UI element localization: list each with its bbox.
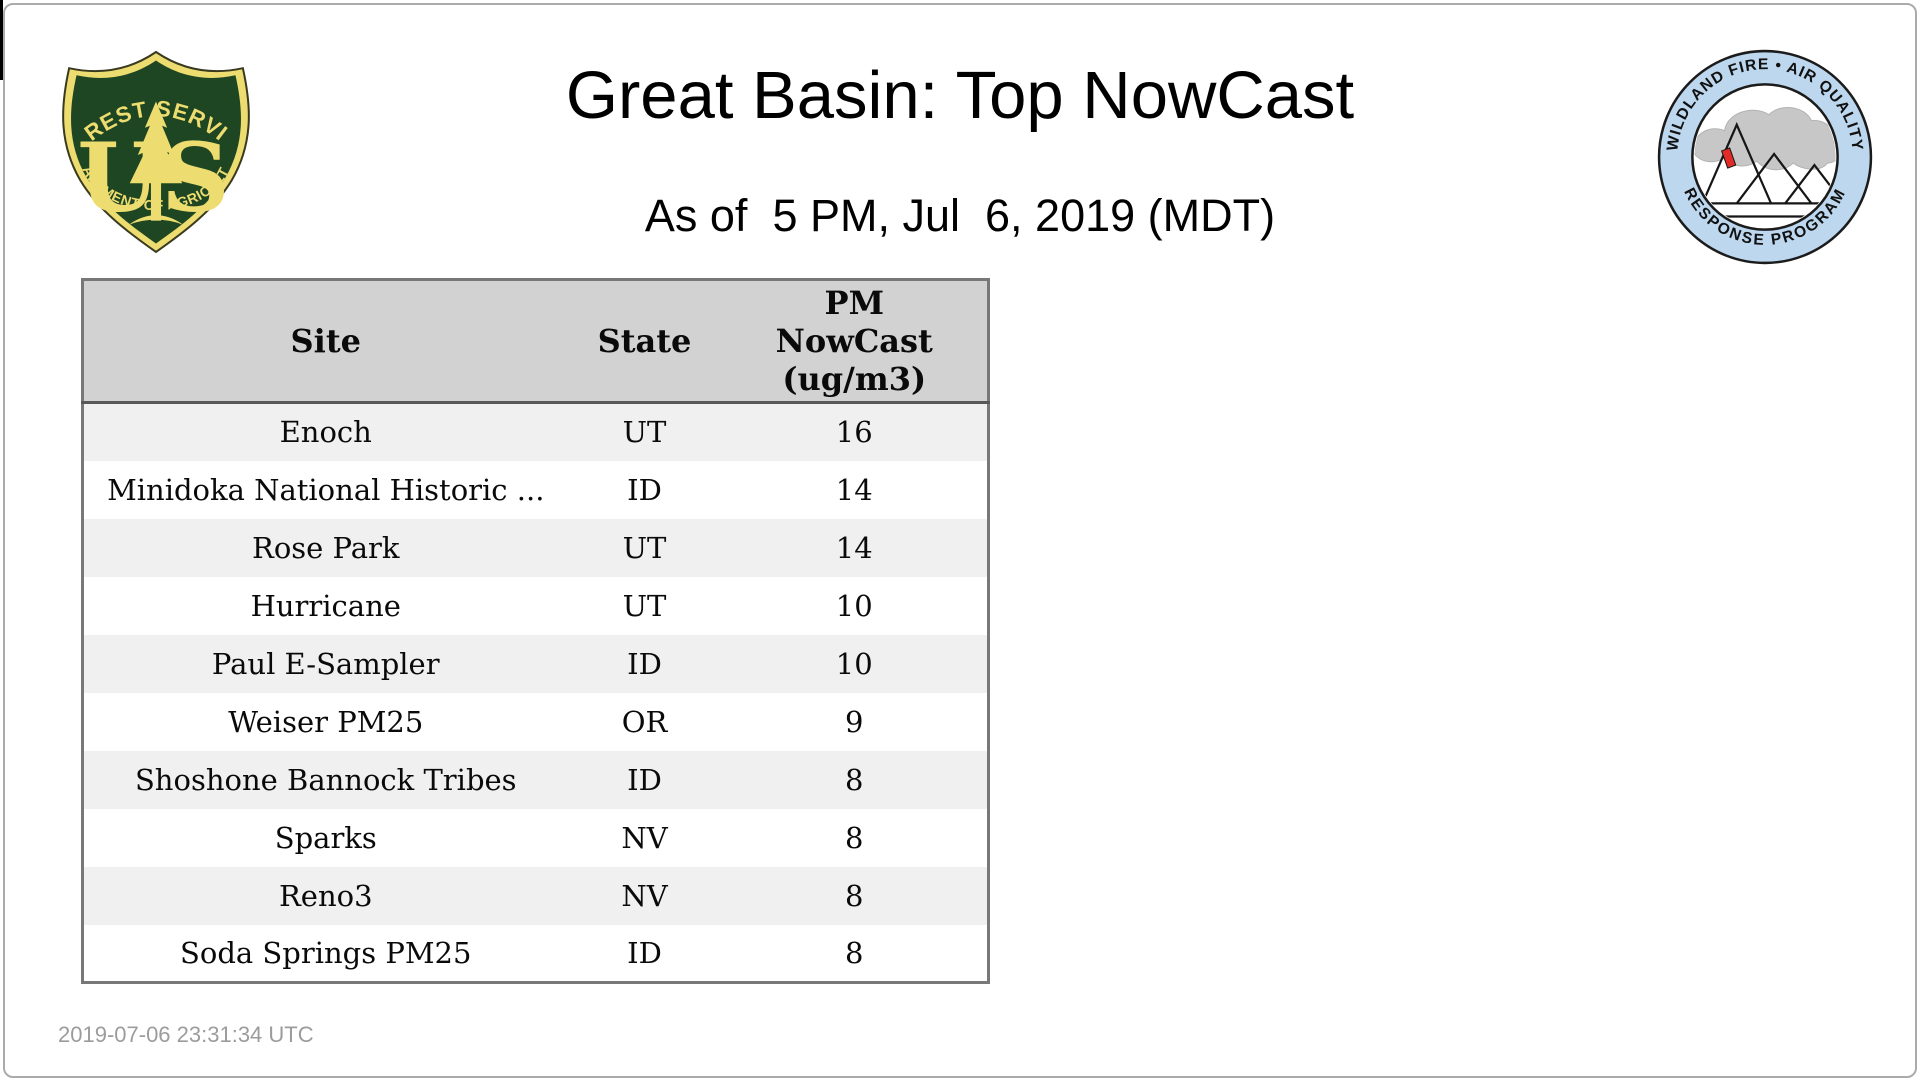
column-header-site: Site bbox=[82, 279, 568, 404]
wfaqrp-logo: WILDLAND FIRE • AIR QUALITY RESPONSE PRO… bbox=[1657, 49, 1873, 265]
pm-header-line3: (ug/m3) bbox=[782, 360, 927, 398]
site-cell: Shoshone Bannock Tribes bbox=[134, 762, 517, 797]
value-cell: 14 bbox=[835, 530, 873, 565]
forest-service-shield-logo: FOREST SERVICE U S DEPARTMENT OF AGRICUL… bbox=[54, 48, 250, 254]
pm-header-line1: PM bbox=[824, 284, 884, 322]
value-cell: 8 bbox=[845, 935, 864, 970]
table-row: Reno3 NV 8 bbox=[82, 866, 989, 925]
state-cell: ID bbox=[627, 472, 662, 507]
state-cell: NV bbox=[621, 820, 668, 855]
state-cell: OR bbox=[621, 704, 668, 739]
table-row: Hurricane UT 10 bbox=[82, 576, 989, 635]
state-cell: ID bbox=[627, 762, 662, 797]
pm-header-line2: NowCast bbox=[775, 322, 933, 360]
value-cell: 8 bbox=[845, 878, 864, 913]
state-cell: UT bbox=[622, 415, 667, 450]
site-cell: Enoch bbox=[279, 415, 372, 450]
table-row: Sparks NV 8 bbox=[82, 808, 989, 867]
table-row: Rose Park UT 14 bbox=[82, 518, 989, 577]
state-cell: UT bbox=[622, 530, 667, 565]
table-row: Soda Springs PM25 ID 8 bbox=[82, 924, 989, 983]
pine-tree-icon bbox=[128, 101, 184, 225]
nowcast-table: Site State PM NowCast (ug/m3) Enoch UT 1… bbox=[81, 278, 990, 984]
table-row: Shoshone Bannock Tribes ID 8 bbox=[82, 750, 989, 809]
value-cell: 16 bbox=[835, 415, 873, 450]
value-cell: 8 bbox=[845, 762, 864, 797]
page-subtitle: As of 5 PM, Jul 6, 2019 (MDT) bbox=[644, 190, 1276, 241]
column-header-state: State bbox=[567, 279, 722, 404]
fire-mark-icon bbox=[1720, 147, 1737, 169]
screen-edge-artifact bbox=[0, 0, 3, 80]
value-cell: 8 bbox=[845, 820, 864, 855]
generated-timestamp: 2019-07-06 23:31:34 UTC bbox=[58, 1022, 314, 1047]
table-header-row: Site State PM NowCast (ug/m3) bbox=[82, 279, 989, 404]
column-header-pm-nowcast: PM NowCast (ug/m3) bbox=[721, 279, 989, 404]
state-cell: ID bbox=[627, 646, 662, 681]
site-cell: Rose Park bbox=[252, 530, 400, 565]
site-cell: Soda Springs PM25 bbox=[180, 935, 472, 970]
value-cell: 10 bbox=[835, 646, 873, 681]
site-cell: Reno3 bbox=[278, 878, 373, 913]
page-title: Great Basin: Top NowCast bbox=[565, 58, 1355, 133]
site-cell: Weiser PM25 bbox=[228, 704, 424, 739]
state-cell: UT bbox=[622, 588, 667, 623]
table-row: Paul E-Sampler ID 10 bbox=[82, 634, 989, 693]
state-cell: ID bbox=[627, 935, 662, 970]
table-row: Minidoka National Historic ... ID 14 bbox=[82, 460, 989, 519]
state-cell: NV bbox=[621, 878, 668, 913]
table-row: Weiser PM25 OR 9 bbox=[82, 692, 989, 751]
value-cell: 10 bbox=[835, 588, 873, 623]
table-row: Enoch UT 16 bbox=[82, 402, 989, 461]
value-cell: 14 bbox=[835, 472, 873, 507]
site-cell: Hurricane bbox=[250, 588, 401, 623]
value-cell: 9 bbox=[845, 704, 864, 739]
site-cell: Sparks bbox=[274, 820, 377, 855]
site-cell: Minidoka National Historic ... bbox=[107, 472, 545, 507]
site-cell: Paul E-Sampler bbox=[211, 646, 440, 681]
